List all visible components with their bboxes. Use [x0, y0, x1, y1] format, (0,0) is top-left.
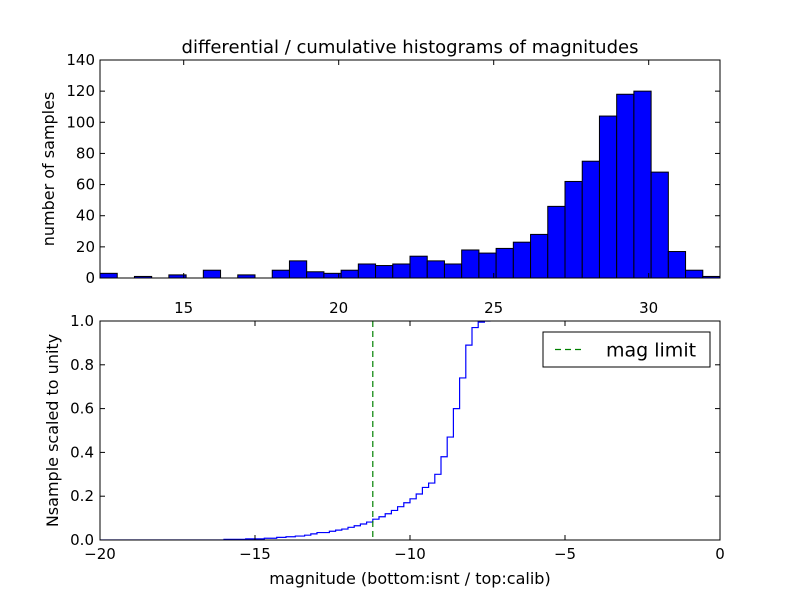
histogram-bar [99, 272, 118, 279]
chart-title: differential / cumulative histograms of … [182, 37, 639, 58]
histogram-bar [495, 247, 514, 279]
histogram-bar [564, 180, 583, 279]
bottom-y-axis-label: Nsample scaled to unity [43, 334, 62, 527]
histogram-bar [633, 90, 652, 279]
y-tick-label: 0.8 [70, 356, 94, 374]
histogram-bar [426, 260, 445, 279]
bottom-axis-ticks: 0.0 0.2 0.4 0.6 0.8 1.0 −20 −15 −10 −5 0 [70, 312, 725, 563]
histogram-bar [202, 269, 222, 279]
x-tick-label: 15 [174, 299, 193, 317]
histogram-bar [357, 263, 377, 279]
y-tick-label: 100 [66, 113, 95, 131]
bottom-x-axis-label: magnitude (bottom:isnt / top:calib) [269, 569, 550, 588]
histogram-bar [685, 269, 704, 279]
y-tick-label: 0.4 [70, 443, 94, 461]
y-tick-label: 140 [66, 51, 95, 69]
legend-label-mag-limit: mag limit [606, 340, 696, 362]
histogram-bar [288, 260, 308, 279]
histogram-bar [340, 269, 359, 279]
bottom-cumulative-panel: 0.0 0.2 0.4 0.6 0.8 1.0 −20 −15 −10 −5 0 Nsample s… [43, 312, 725, 588]
x-tick-label: −20 [84, 545, 116, 563]
x-tick-label: −15 [239, 545, 271, 563]
histogram-bar [306, 271, 325, 279]
y-tick-label: 120 [66, 82, 95, 100]
x-tick-label: 25 [484, 299, 503, 317]
y-tick-label: 60 [76, 176, 95, 194]
y-tick-label: 0 [85, 269, 95, 287]
histogram-bar [409, 255, 428, 279]
histogram-bar [616, 93, 635, 279]
histogram-bar [650, 171, 669, 279]
x-tick-label: 20 [329, 299, 348, 317]
cumulative-plot-area [100, 321, 491, 540]
top-y-axis-label: number of samples [39, 92, 58, 247]
y-tick-label: 1.0 [70, 312, 94, 330]
histogram-bar [392, 263, 411, 279]
y-tick-label: 0.6 [70, 400, 94, 418]
top-axis-ticks: 0 20 40 60 80 100 120 140 15 20 25 30 [66, 51, 720, 317]
top-axes-frame [99, 59, 721, 279]
y-tick-label: 20 [76, 238, 95, 256]
histogram-bar [512, 241, 532, 279]
x-tick-label: 0 [715, 545, 725, 563]
histogram-bar [547, 205, 566, 279]
legend: mag limit [542, 331, 711, 368]
x-tick-label: 30 [639, 299, 658, 317]
top-histogram-panel: 0 20 40 60 80 100 120 140 15 20 25 30 number of sam… [39, 51, 721, 317]
y-tick-label: 0.0 [70, 531, 94, 549]
histogram-bars [99, 90, 721, 279]
histogram-bar [461, 249, 480, 279]
histogram-bar [598, 115, 618, 279]
y-tick-label: 0.2 [70, 487, 94, 505]
histogram-bar [581, 160, 600, 279]
histogram-bar [271, 269, 290, 279]
histogram-bar [443, 263, 463, 279]
y-tick-label: 80 [76, 144, 95, 162]
x-tick-label: −10 [394, 545, 426, 563]
histogram-bar [375, 265, 394, 279]
histogram-bar [530, 233, 549, 279]
histogram-bar [667, 251, 687, 279]
x-tick-label: −5 [554, 545, 576, 563]
cumulative-step-line [100, 321, 491, 540]
y-tick-label: 40 [76, 207, 95, 225]
